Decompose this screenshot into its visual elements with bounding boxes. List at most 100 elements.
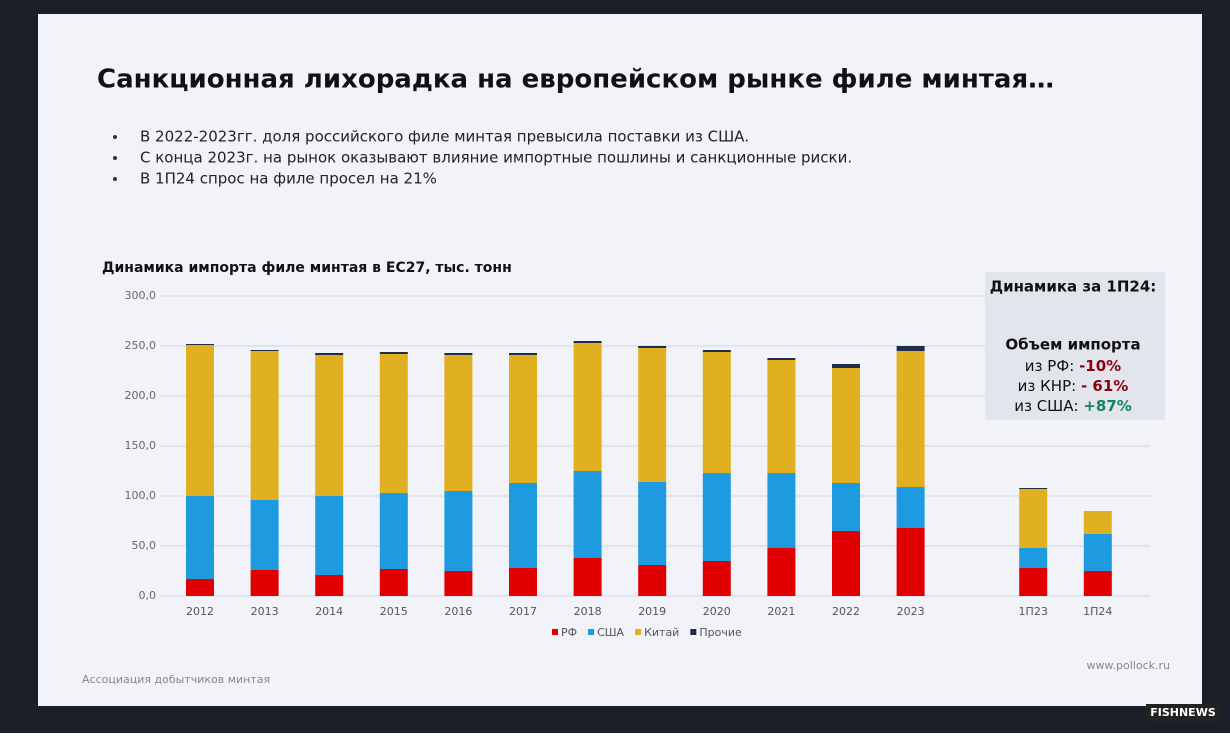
bar-segment	[767, 473, 796, 548]
bar-segment	[379, 493, 408, 569]
bullet: С конца 2023г. на рынок оказывают влияни…	[140, 149, 852, 167]
side-subheading: Объем импорта	[1005, 336, 1140, 354]
x-tick-label: 1П24	[1083, 605, 1112, 618]
chart-title: Динамика импорта филе минтая в ЕС27, тыс…	[102, 260, 512, 276]
legend-swatch	[635, 629, 642, 635]
bar-segment	[896, 351, 925, 487]
watermark: FISHNEWS	[1150, 706, 1216, 719]
bar-segment	[444, 571, 473, 596]
bar-segment	[832, 364, 860, 368]
side-item-value: +87%	[1083, 397, 1131, 415]
bar-segment	[896, 346, 925, 351]
bar-segment	[1083, 511, 1112, 534]
bullet-dot	[113, 156, 117, 160]
y-tick-label: 100,0	[125, 489, 157, 502]
bar-segment	[832, 368, 860, 483]
bar-segment	[1019, 489, 1048, 548]
bar-segment	[573, 471, 602, 558]
bullet: В 2022-2023гг. доля российского филе мин…	[140, 128, 749, 146]
bar-segment	[1019, 548, 1048, 568]
x-tick-label: 2017	[509, 605, 537, 618]
y-tick-label: 0,0	[139, 589, 157, 602]
bar-segment	[379, 569, 408, 596]
bar-segment	[702, 352, 731, 473]
bar-segment	[250, 351, 279, 500]
bar-segment	[315, 496, 344, 575]
bar-segment	[379, 354, 408, 493]
bar-segment	[186, 345, 214, 496]
y-tick-label: 300,0	[125, 289, 157, 302]
bar-segment	[767, 358, 796, 360]
bar-segment	[509, 355, 537, 483]
legend-label: Прочие	[699, 626, 742, 639]
bar-segment	[896, 487, 925, 528]
bar-segment	[702, 350, 731, 352]
bar-segment	[638, 482, 667, 565]
bar-segment	[573, 341, 602, 343]
side-item-label: из КНР:	[1018, 377, 1077, 395]
bar-segment	[638, 565, 667, 596]
bar-segment	[444, 353, 473, 355]
side-item: из США: +87%	[1014, 397, 1132, 415]
y-tick-label: 200,0	[125, 389, 157, 402]
bar-segment	[767, 360, 796, 473]
x-tick-label: 2021	[767, 605, 795, 618]
x-tick-label: 2014	[315, 605, 343, 618]
side-heading: Динамика за 1П24:	[990, 278, 1157, 296]
bar-segment	[509, 353, 537, 355]
bar-segment	[573, 343, 602, 471]
bullet: В 1П24 спрос на филе просел на 21%	[140, 170, 437, 188]
bar-segment	[767, 548, 796, 596]
x-tick-label: 2018	[574, 605, 602, 618]
bar-segment	[638, 348, 667, 482]
bar-segment	[573, 558, 602, 596]
side-item-label: из РФ:	[1025, 357, 1075, 375]
footer-left: Ассоциация добытчиков минтая	[82, 673, 270, 686]
bar-segment	[444, 355, 473, 491]
x-tick-label: 2016	[444, 605, 472, 618]
side-item-value: - 61%	[1081, 377, 1128, 395]
bar-segment	[832, 483, 860, 531]
bar-segment	[379, 352, 408, 354]
x-tick-label: 1П23	[1019, 605, 1048, 618]
side-item: из КНР: - 61%	[1018, 377, 1129, 395]
x-tick-label: 2012	[186, 605, 214, 618]
bar-segment	[186, 344, 214, 345]
y-tick-label: 150,0	[125, 439, 157, 452]
bar-segment	[509, 568, 537, 596]
bar-segment	[896, 528, 925, 596]
bullet-dot	[113, 135, 117, 139]
legend-label: Китай	[644, 626, 679, 639]
x-tick-label: 2020	[703, 605, 731, 618]
bar-segment	[250, 350, 279, 351]
bar-segment	[250, 500, 279, 570]
bullet-dot	[113, 177, 117, 181]
bar-segment	[315, 575, 344, 596]
x-tick-label: 2022	[832, 605, 860, 618]
legend-swatch	[552, 629, 558, 635]
bar-segment	[186, 579, 214, 596]
legend-swatch	[690, 629, 697, 635]
bar-segment	[1019, 488, 1048, 489]
bar-segment	[444, 491, 473, 571]
bar-segment	[1083, 571, 1112, 596]
bar-segment	[832, 531, 860, 596]
legend-label: РФ	[561, 626, 577, 639]
bar-segment	[1083, 534, 1112, 571]
x-tick-label: 2023	[897, 605, 925, 618]
y-tick-label: 250,0	[125, 339, 157, 352]
bar-segment	[315, 353, 344, 355]
x-tick-label: 2019	[638, 605, 666, 618]
bar-segment	[702, 473, 731, 561]
slide-title: Санкционная лихорадка на европейском рын…	[97, 65, 1054, 95]
x-tick-label: 2013	[251, 605, 279, 618]
bar-segment	[1019, 568, 1048, 596]
footer-right: www.pollock.ru	[1087, 659, 1170, 672]
bar-segment	[186, 496, 214, 579]
bar-segment	[702, 561, 731, 596]
y-tick-label: 50,0	[132, 539, 157, 552]
x-tick-label: 2015	[380, 605, 408, 618]
side-item-value: -10%	[1079, 357, 1121, 375]
bar-segment	[315, 355, 344, 496]
